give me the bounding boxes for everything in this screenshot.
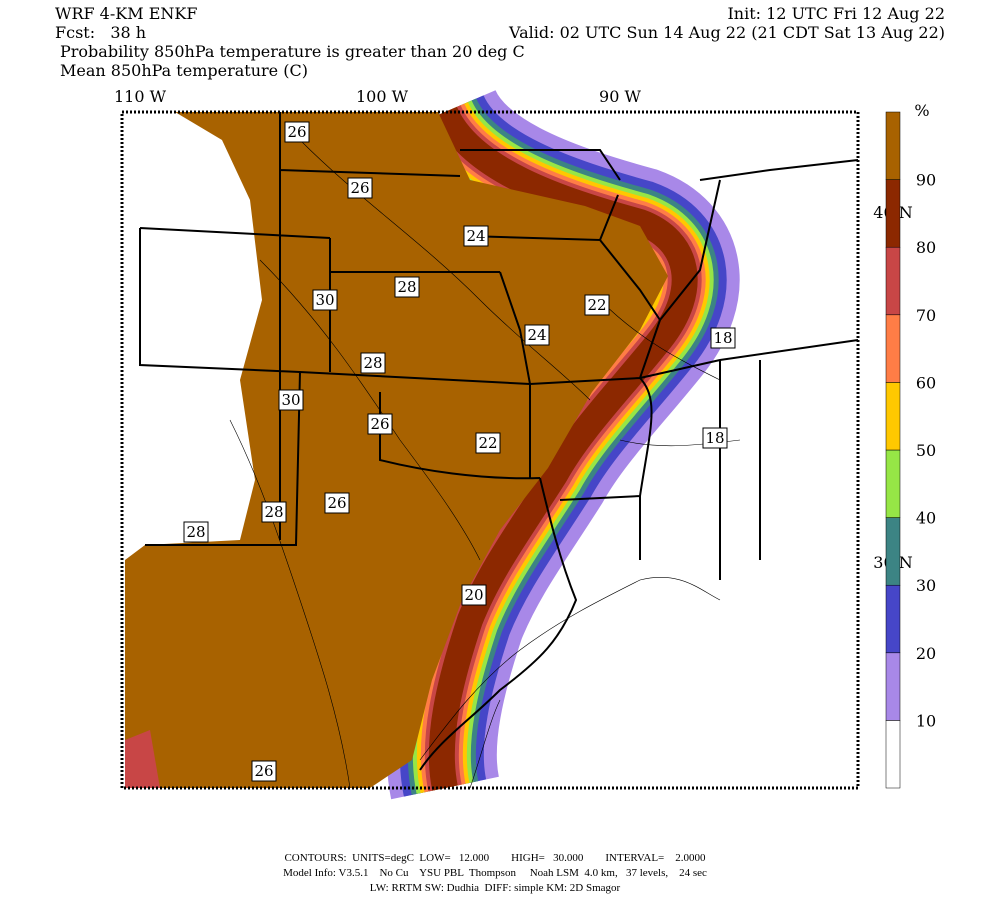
contour-label: 30 xyxy=(315,291,334,309)
contour-label: 18 xyxy=(705,429,724,447)
contour-label: 18 xyxy=(713,329,732,347)
coastline xyxy=(419,576,721,789)
colorbar-label: 80 xyxy=(916,238,936,257)
longitude-label: 100 W xyxy=(356,87,409,106)
contour-label: 28 xyxy=(397,278,416,296)
contour-label-box xyxy=(702,427,728,449)
contour-label-box xyxy=(367,413,393,435)
contour-label-box xyxy=(710,327,736,349)
longitude-label: 110 W xyxy=(114,87,167,106)
contour-label-box xyxy=(461,584,487,606)
contour-label-box xyxy=(261,501,287,523)
contour-label-box xyxy=(278,389,304,411)
colorbar-label: 40 xyxy=(916,509,936,528)
colorbar-label: 10 xyxy=(916,711,936,730)
valid-time: Valid: 02 UTC Sun 14 Aug 22 (21 CDT Sat … xyxy=(508,23,945,42)
footer-line: CONTOURS: UNITS=degC LOW= 12.000 HIGH= 3… xyxy=(284,852,706,864)
forecast-hour: Fcst: 38 h xyxy=(55,23,146,42)
init-time: Init: 12 UTC Fri 12 Aug 22 xyxy=(727,4,945,23)
colorbar-segment xyxy=(885,652,901,721)
contour-label: 24 xyxy=(466,227,485,245)
colorbar-label: 20 xyxy=(916,644,936,663)
colorbar-label: 30 xyxy=(916,576,936,595)
contour-label: 24 xyxy=(527,326,546,344)
contour-label: 20 xyxy=(464,586,483,604)
colorbar-unit: % xyxy=(914,101,929,120)
contour-label: 30 xyxy=(281,391,300,409)
map-frame xyxy=(120,110,860,790)
contour-label-box xyxy=(475,432,501,454)
colorbar-label: 60 xyxy=(916,373,936,392)
probability-bands xyxy=(386,86,740,800)
contour-label-box xyxy=(312,289,338,311)
contour-label-box xyxy=(347,177,373,199)
model-title: WRF 4-KM ENKF xyxy=(55,4,197,23)
colorbar-segment xyxy=(885,584,901,654)
colorbar-segment xyxy=(885,720,901,789)
contour-label-box xyxy=(183,521,209,543)
colorbar-segment xyxy=(885,111,901,180)
contour-label-box xyxy=(463,225,489,247)
colorbar-label: 70 xyxy=(916,306,936,325)
contour-label: 28 xyxy=(363,354,382,372)
map: 26 26 24 28 30 22 24 18 28 30 26 22 18 26 28 28 20 26 xyxy=(120,86,860,800)
footer-line: LW: RRTM SW: Dudhia DIFF: simple KM: 2D … xyxy=(370,882,621,894)
colorbar-segment xyxy=(885,179,901,248)
field-title: Probability 850hPa temperature is greate… xyxy=(60,42,525,61)
colorbar-segment xyxy=(885,382,901,451)
contour-label-box xyxy=(584,294,610,316)
isotherms xyxy=(229,139,741,789)
field-title: Mean 850hPa temperature (C) xyxy=(60,61,308,80)
contour-label: 26 xyxy=(370,415,389,433)
longitude-labels: 110 W 100 W 90 W xyxy=(114,87,642,106)
contour-label-box xyxy=(324,492,350,514)
contour-label-box xyxy=(360,352,386,374)
contour-label: 26 xyxy=(350,179,369,197)
contour-label-box xyxy=(284,121,310,143)
contour-label: 22 xyxy=(478,434,497,452)
probability-band xyxy=(428,106,698,791)
colorbar-segment xyxy=(885,246,901,316)
footer-line: Model Info: V3.5.1 No Cu YSU PBL Thompso… xyxy=(283,867,707,879)
contour-label: 28 xyxy=(186,523,205,541)
colorbar-segment xyxy=(885,449,901,518)
contour-label: 26 xyxy=(327,494,346,512)
contour-label-box xyxy=(394,276,420,298)
contour-label: 26 xyxy=(287,123,306,141)
longitude-label: 90 W xyxy=(599,87,641,106)
contour-labels: 26 26 24 28 30 22 24 18 28 30 26 22 18 26 28 28 20 26 xyxy=(183,121,736,782)
contour-label: 22 xyxy=(587,296,606,314)
probability-80-west xyxy=(125,730,160,788)
colorbar: % 10 20 30 40 50 60 70 80 90 xyxy=(885,101,936,789)
contour-label-box xyxy=(524,324,550,346)
footer: CONTOURS: UNITS=degC LOW= 12.000 HIGH= 3… xyxy=(283,852,707,894)
contour-label: 28 xyxy=(264,503,283,521)
contour-label: 26 xyxy=(254,762,273,780)
colorbar-segment xyxy=(885,314,901,383)
probability-90 xyxy=(125,112,668,788)
colorbar-segment xyxy=(885,517,901,586)
colorbar-label: 50 xyxy=(916,441,936,460)
contour-label-box xyxy=(251,760,277,782)
colorbar-label: 90 xyxy=(916,171,936,190)
